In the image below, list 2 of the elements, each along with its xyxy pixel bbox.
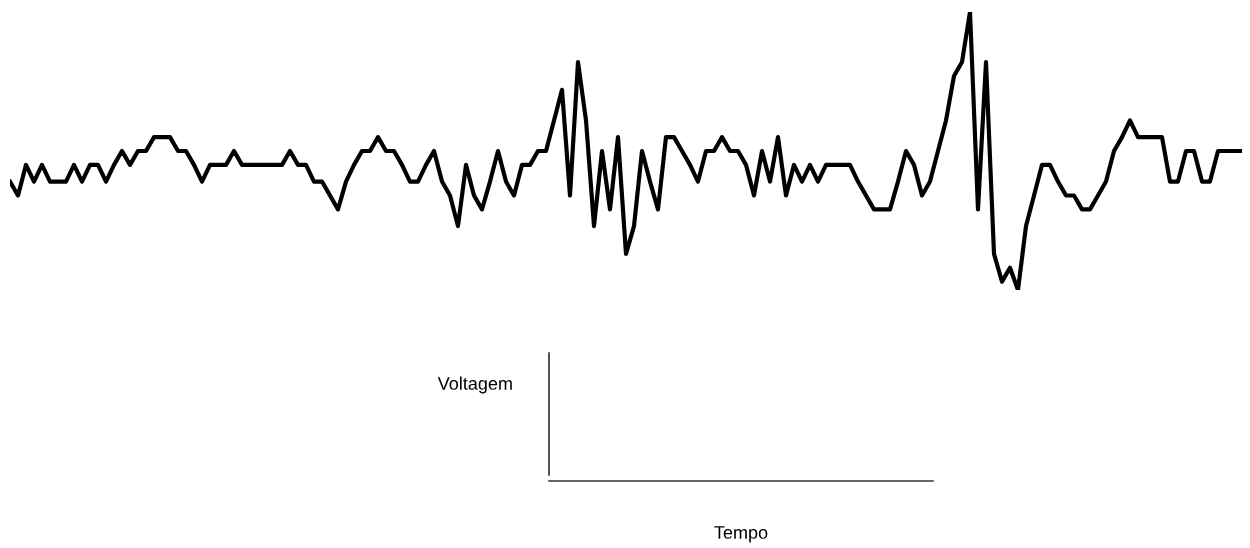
text: Voltagem: [437, 376, 512, 394]
text: Tempo: [714, 526, 768, 543]
